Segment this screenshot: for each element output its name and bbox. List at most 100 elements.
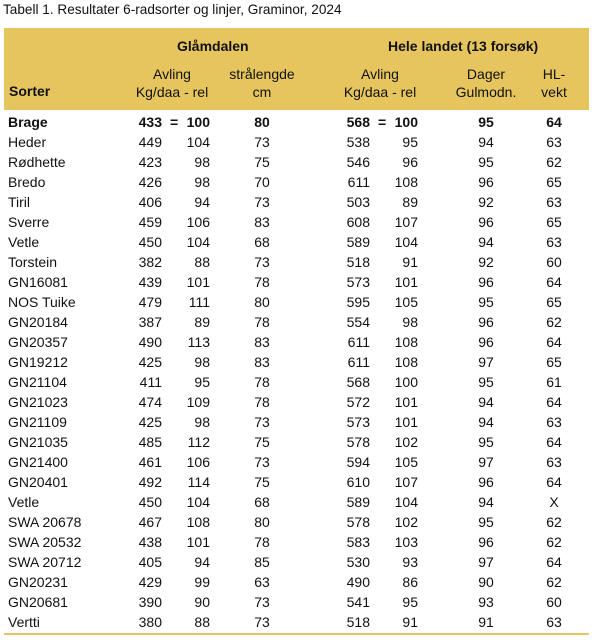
cell-dager: 96 xyxy=(478,334,494,350)
table-row: GN21109 425 98 73 573 101 94 63 xyxy=(4,412,589,432)
cell-rel2: 102 xyxy=(394,514,418,530)
cell-straa: 73 xyxy=(254,194,270,210)
table-row: GN20401 492 114 75 610 107 96 64 xyxy=(4,472,589,492)
cell-dager: 91 xyxy=(478,614,494,630)
cell-kg1: 426 xyxy=(138,174,162,190)
table-row: GN16081 439 101 78 573 101 96 64 xyxy=(4,272,589,292)
header-hl-line1: HL- xyxy=(542,66,566,82)
cell-kg1: 382 xyxy=(138,254,162,270)
cell-rel1: 111 xyxy=(188,294,210,310)
cell-name: Vetle xyxy=(8,234,40,250)
cell-rel1: 99 xyxy=(194,574,210,590)
cell-straa: 85 xyxy=(254,554,270,570)
table-row: GN21400 461 106 73 594 105 97 63 xyxy=(4,452,589,472)
header-avling-hele-landet: Avling Kg/daa - rel xyxy=(338,65,422,101)
cell-rel2: 102 xyxy=(394,434,418,450)
table-row: Vertti 380 88 73 518 91 91 63 xyxy=(4,612,589,632)
cell-rel2: 104 xyxy=(394,234,418,250)
cell-dager: 96 xyxy=(478,274,494,290)
cell-kg1: 380 xyxy=(138,614,162,630)
table-row: GN20357 490 113 83 611 108 96 64 xyxy=(4,332,589,352)
cell-dager: 95 xyxy=(478,294,494,310)
group-header-hele-landet: Hele landet (13 forsøk) xyxy=(388,38,539,54)
cell-rel2: 107 xyxy=(394,214,418,230)
cell-rel1: 90 xyxy=(194,594,210,610)
cell-kg1: 425 xyxy=(138,354,162,370)
cell-rel2: 104 xyxy=(394,494,418,510)
header-avling2-line1: Avling xyxy=(361,66,399,82)
cell-name: Vetle xyxy=(8,494,40,510)
cell-rel1: 101 xyxy=(186,274,210,290)
cell-name: NOS Tuike xyxy=(8,294,76,310)
cell-name: GN21109 xyxy=(8,414,67,430)
cell-kg1: 461 xyxy=(138,454,162,470)
cell-dager: 96 xyxy=(478,214,494,230)
header-dager-gulmodn: Dager Gulmodn. xyxy=(450,65,522,101)
cell-straa: 78 xyxy=(254,394,270,410)
cell-kg2: 611 xyxy=(347,354,370,370)
cell-kg1: 467 xyxy=(138,514,162,530)
cell-rel2: 95 xyxy=(402,594,418,610)
cell-name: Rødhette xyxy=(8,154,66,170)
cell-hl: 63 xyxy=(546,234,562,250)
cell-rel2: 107 xyxy=(394,474,418,490)
cell-rel2: 86 xyxy=(402,574,418,590)
cell-hl: 63 xyxy=(546,614,562,630)
cell-rel2: 108 xyxy=(394,334,418,350)
cell-hl: 64 xyxy=(546,434,562,450)
cell-straa: 78 xyxy=(254,374,270,390)
cell-kg2: 594 xyxy=(346,454,370,470)
header-sorter: Sorter xyxy=(9,83,51,99)
cell-straa: 78 xyxy=(254,274,270,290)
cell-straa: 80 xyxy=(254,514,270,530)
cell-kg1: 450 xyxy=(138,494,162,510)
cell-rel2: 100 xyxy=(394,374,418,390)
cell-kg1: 433 xyxy=(138,114,162,130)
cell-hl: 62 xyxy=(546,514,562,530)
cell-hl: 62 xyxy=(546,314,562,330)
header-hl-vekt: HL- vekt xyxy=(534,65,574,101)
cell-kg1: 405 xyxy=(138,554,162,570)
cell-rel1: 98 xyxy=(194,354,210,370)
cell-kg1: 425 xyxy=(138,414,162,430)
cell-straa: 73 xyxy=(254,454,270,470)
cell-hl: 62 xyxy=(546,574,562,590)
table-body: Brage 433 100 80 568 100 95 64 = = Heder 449 104 73 53… xyxy=(4,112,589,632)
cell-kg1: 439 xyxy=(138,274,162,290)
table-row: GN20184 387 89 78 554 98 96 62 xyxy=(4,312,589,332)
header-avling-line1: Avling xyxy=(153,66,191,82)
cell-kg2: 610 xyxy=(346,474,370,490)
cell-rel2: 108 xyxy=(394,354,418,370)
cell-kg2: 573 xyxy=(346,274,370,290)
cell-rel1: 89 xyxy=(194,314,210,330)
table-header: Glåmdalen Hele landet (13 forsøk) Sorter… xyxy=(4,28,589,110)
table-row: GN21104 411 95 78 568 100 95 61 xyxy=(4,372,589,392)
cell-rel1: 88 xyxy=(194,614,210,630)
cell-rel1: 100 xyxy=(186,114,210,130)
cell-name: GN19212 xyxy=(8,354,68,370)
cell-straa: 73 xyxy=(254,614,270,630)
cell-dager: 96 xyxy=(478,474,494,490)
cell-name: GN20357 xyxy=(8,334,68,350)
cell-hl: 64 xyxy=(546,394,562,410)
cell-dager: 97 xyxy=(478,454,494,470)
cell-kg1: 406 xyxy=(138,194,162,210)
cell-rel2: 93 xyxy=(402,554,418,570)
cell-rel1: 106 xyxy=(186,214,210,230)
cell-dager: 94 xyxy=(478,134,494,150)
cell-rel2: 91 xyxy=(402,614,418,630)
table-row: Bredo 426 98 70 611 108 96 65 xyxy=(4,172,589,192)
cell-rel2: 105 xyxy=(394,294,418,310)
cell-name: GN16081 xyxy=(8,274,68,290)
cell-rel2: 105 xyxy=(394,454,418,470)
cell-rel1: 101 xyxy=(186,534,210,550)
cell-dager: 92 xyxy=(478,254,494,270)
cell-dager: 94 xyxy=(478,234,494,250)
cell-rel1: 98 xyxy=(194,154,210,170)
cell-kg2: 530 xyxy=(346,554,370,570)
cell-rel2: 101 xyxy=(394,274,418,290)
cell-kg2: 503 xyxy=(346,194,370,210)
header-straalengde-line1: strålengde xyxy=(229,66,295,82)
cell-name: GN20681 xyxy=(8,594,68,610)
cell-dager: 90 xyxy=(478,574,494,590)
